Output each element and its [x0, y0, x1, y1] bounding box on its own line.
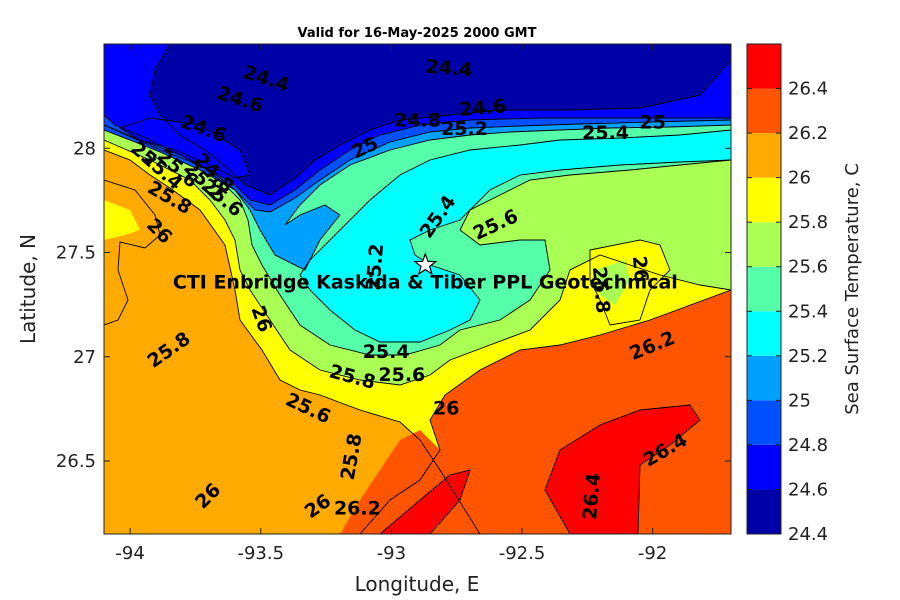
colorbar-swatch	[747, 444, 781, 490]
colorbar-swatch	[747, 44, 781, 89]
colorbar-tick-label: 24.8	[788, 435, 828, 456]
contour-label: 24.8	[394, 110, 441, 132]
sst-band-24.6-24.8-inner	[120, 118, 250, 178]
x-axis-label: Longitude, E	[355, 572, 480, 596]
sst-band-26.4-26.6-b	[545, 405, 700, 534]
colorbar-swatch	[747, 311, 781, 356]
y-tick-label: 27	[73, 347, 96, 368]
colorbar-swatch	[747, 266, 781, 312]
colorbar-ticks: 24.4 24.6 24.8 25 25.2 25.4 25.6 25.8 26 26.2 26.4	[747, 79, 828, 545]
contour-label: 25.4	[582, 122, 629, 144]
contour-label: 25.6	[378, 364, 425, 386]
site-star-icon	[413, 252, 438, 276]
colorbar-tick-label: 24.6	[788, 479, 828, 500]
contour-label: 26.2	[334, 497, 381, 519]
colorbar-tick-label: 25.4	[788, 301, 828, 322]
colorbar-tick-label: 26	[788, 168, 811, 189]
colorbar-swatch	[747, 88, 781, 134]
contour-label: 24.6	[458, 95, 507, 121]
y-tick-label: 28	[73, 138, 96, 159]
colorbar-swatch	[747, 355, 781, 401]
y-axis-ticks: 26.5 27 27.5 28	[56, 138, 731, 472]
contour-label: 26	[628, 255, 652, 283]
x-tick-label: -92	[638, 543, 667, 564]
x-axis-ticks: -94 -93.5 -93 -92.5 -92	[115, 44, 667, 564]
y-axis-label: Latitude, N	[16, 234, 40, 344]
y-tick-label: 26.5	[56, 451, 96, 472]
colorbar-tick-label: 26.2	[788, 123, 828, 144]
sst-band-25.6-25.8-east-tongue	[595, 260, 630, 305]
y-tick-label: 27.5	[56, 243, 96, 264]
contour-label: 25.2	[441, 118, 488, 140]
plot-area: 24.4 24.424.6 24.624.6 24.8 25.2 25.4 25252525…	[104, 44, 731, 534]
sst-band-26.4-26.6-sliver	[340, 430, 440, 534]
colorbar-swatch	[747, 133, 781, 178]
colorbar-tick-label: 26.4	[788, 79, 828, 100]
colorbar	[747, 44, 781, 534]
x-tick-label: -94	[115, 543, 144, 564]
x-tick-label: -93.5	[237, 543, 284, 564]
colorbar-tick-label: 25.2	[788, 346, 828, 367]
colorbar-swatch	[747, 400, 781, 445]
sst-band-25.8-26.0-east	[590, 240, 670, 325]
contour-label: 25.2	[362, 243, 388, 292]
sst-band-25.8-26.0-inner	[104, 200, 140, 240]
contour-label: 24.4	[425, 56, 474, 82]
sst-band-24.4-24.6	[150, 44, 731, 195]
colorbar-tick-label: 25.6	[788, 257, 828, 278]
x-tick-label: -93	[377, 543, 406, 564]
colorbar-swatch	[747, 177, 781, 223]
colorbar-tick-label: 25	[788, 390, 811, 411]
sst-band-26.4-26.6-a	[380, 470, 470, 534]
axes-frame	[103, 43, 732, 535]
site-annotation: CTI Enbridge Kaskida & Tiber PPL Geotech…	[173, 272, 678, 294]
contour-lines	[104, 44, 731, 534]
chart-title: Valid for 16-May-2025 2000 GMT	[298, 26, 537, 41]
contour-label: 25.8	[588, 266, 614, 315]
sst-band-25.2-25.4	[300, 44, 731, 342]
contour-label: 25.4	[363, 341, 410, 363]
colorbar-swatch	[747, 222, 781, 267]
sst-band-26.0-26.2	[104, 150, 480, 534]
colorbar-tick-label: 24.4	[788, 524, 828, 545]
x-tick-label: -92.5	[499, 543, 546, 564]
colorbar-swatch	[747, 489, 781, 534]
contour-label: 26.4	[579, 472, 605, 521]
colorbar-frame	[746, 43, 782, 535]
colorbar-tick-label: 25.8	[788, 212, 828, 233]
colorbar-label: Sea Surface Temperature, C	[842, 163, 863, 415]
contour-label: 26	[433, 397, 459, 419]
contour-label: 25	[639, 112, 665, 134]
